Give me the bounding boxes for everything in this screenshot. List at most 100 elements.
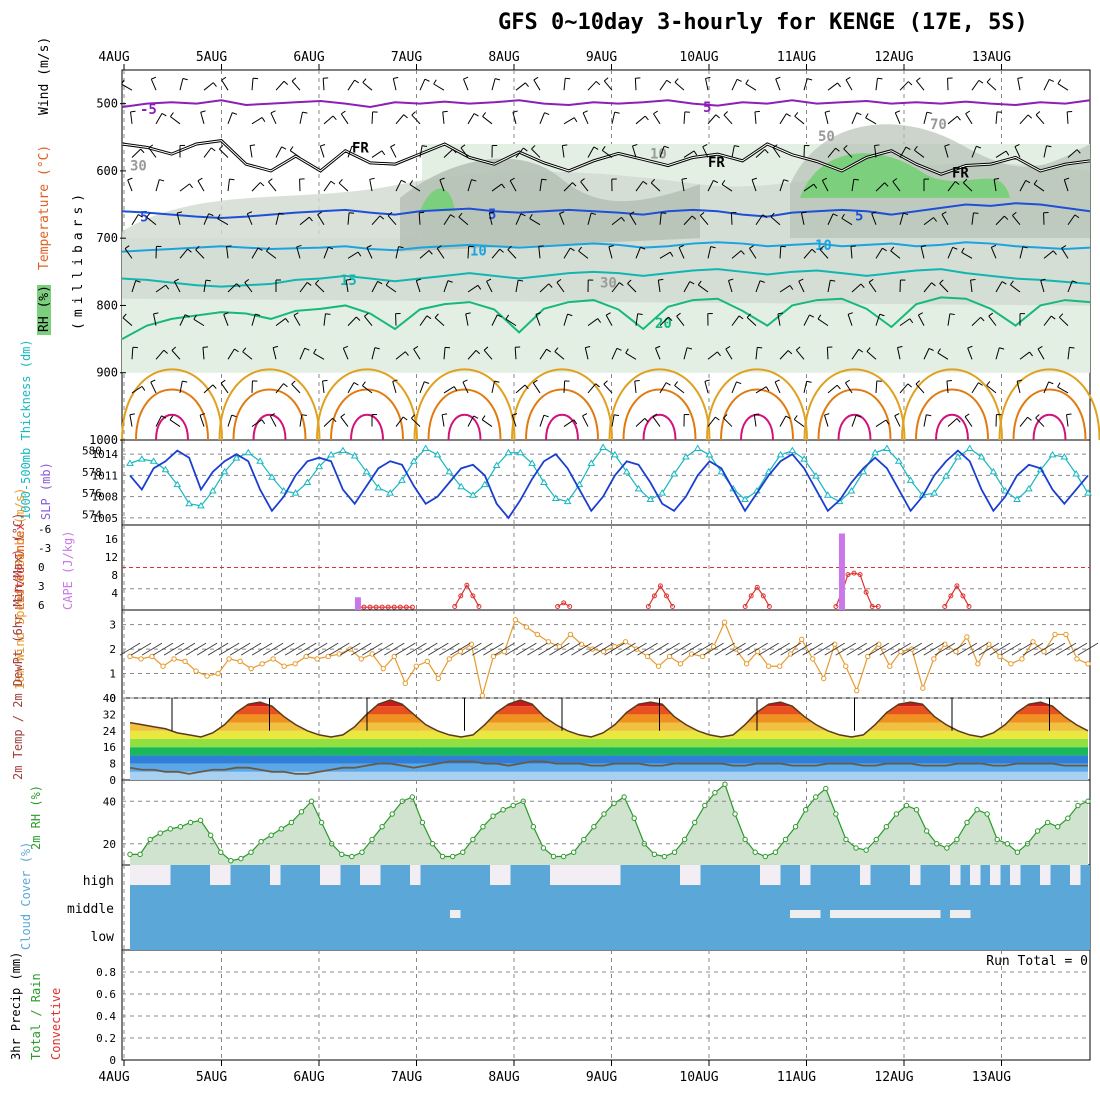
wind-barb-flag [434, 313, 439, 318]
wind-barb-flag [355, 316, 361, 321]
wind-speed-line-marker [578, 641, 585, 647]
isotherm-surface-loop [837, 413, 872, 441]
thickness-line-marker [540, 478, 548, 485]
thickness-line-marker [670, 470, 678, 477]
wind-barb-flag [961, 247, 965, 253]
isotherm-surface-loop [121, 368, 223, 441]
wind-barb-flag [208, 213, 214, 217]
wind-barb-flag [1069, 346, 1075, 349]
cloud-high-gap [600, 865, 611, 885]
wind-barb [515, 82, 526, 91]
wind-barb [971, 80, 980, 91]
wind-barb-10m [428, 642, 449, 656]
date-label-bottom: 9AUG [586, 1070, 617, 1085]
wind-barb [779, 285, 791, 293]
wind-barb [419, 250, 430, 259]
rh-marker [974, 807, 980, 813]
wind-barb-flag [613, 414, 620, 417]
wind-barb [803, 314, 810, 326]
wind-barb-flag [409, 180, 414, 185]
wind-barb [443, 148, 454, 158]
wind-barb-flag [573, 419, 578, 425]
wind-barb [251, 419, 263, 427]
wind-barb [251, 313, 256, 326]
wind-barb-flag [567, 313, 573, 317]
wind-barb [121, 83, 133, 91]
wind-speed-line-marker [226, 656, 232, 662]
thickness-line-marker [1060, 453, 1069, 460]
wind-barb-flag [130, 110, 136, 113]
lifted-index-line [647, 584, 674, 607]
wind-barb [582, 112, 589, 125]
wind-barb-flag [830, 279, 836, 282]
wind-barb-10m [196, 642, 218, 656]
precip-axis-label: 3hr Precip (mm) [9, 952, 23, 1060]
wind-barb [683, 150, 695, 158]
isotherm-surface-loop [740, 413, 774, 441]
wind-barb [299, 282, 308, 293]
wind-barb [731, 250, 742, 259]
wind-speed-line-marker [413, 663, 419, 669]
wind-barb-flag [283, 80, 289, 85]
wind-barb [371, 281, 379, 293]
wind-barb [676, 315, 685, 326]
wind-barb [779, 179, 785, 192]
rh-marker [530, 824, 537, 830]
wind-speed-line-marker [380, 665, 386, 672]
wind-barb-flag [787, 350, 793, 355]
wind-barb-10m [284, 642, 306, 656]
wind-barb-flag [956, 115, 961, 121]
wind-barb-flag [1016, 379, 1023, 382]
wind-barb [582, 415, 589, 427]
wind-barb [415, 280, 421, 293]
isotherm-surface-loop [935, 413, 969, 441]
wind-barb-flag [944, 144, 950, 147]
wind-barb [176, 212, 181, 225]
wind-barb-flag [1072, 280, 1078, 284]
wind-barb-flag [219, 145, 224, 150]
wind-barb-10m [758, 642, 779, 656]
thickness-line-marker [185, 499, 194, 507]
wind-speed-line-marker [171, 656, 177, 662]
thickness-line-marker [989, 467, 998, 475]
wind-barb-flag [428, 250, 433, 255]
rh-marker [379, 824, 385, 830]
thickness-line-marker [232, 454, 241, 461]
wind-barb-10m [163, 642, 185, 656]
wind-barb [827, 147, 836, 158]
wind-barb-flag [366, 244, 372, 248]
cloud-high-gap [220, 865, 231, 885]
wind-barb [322, 380, 325, 393]
wind-barb-flag [424, 381, 430, 384]
precip-tick-label: 0.4 [96, 1010, 116, 1023]
wind-barb [899, 81, 909, 91]
wind-barb-flag [278, 212, 284, 215]
wind-barb-10m [791, 642, 812, 656]
rh-marker [621, 794, 627, 800]
wind-barb-flag [562, 144, 568, 147]
rh-marker [772, 849, 779, 855]
wind-barb-10m [890, 642, 912, 656]
wind-barb [491, 183, 503, 192]
wind-barb [611, 282, 620, 293]
wind-barb-10m [1077, 642, 1099, 656]
wind-barb [347, 145, 353, 158]
wind-barb [1012, 215, 1021, 226]
cape-bar [354, 597, 361, 610]
wind-barb [529, 218, 541, 226]
wind-barb [914, 149, 925, 158]
wind-tick-label: 0 [109, 692, 116, 705]
thickness-line-marker [823, 491, 832, 498]
wind-barb [395, 416, 404, 427]
wind-barb [749, 248, 757, 259]
wind-barb-flag [986, 381, 991, 386]
wind-barb [1014, 146, 1021, 158]
wind-barb-10m [670, 642, 691, 656]
wind-barb [803, 381, 808, 394]
wind-barb [345, 280, 349, 293]
wind-barb [509, 180, 517, 192]
wind-barb [995, 111, 998, 124]
wind-barb-flag [650, 178, 655, 184]
wind-barb-flag [450, 214, 456, 218]
wind-barb-flag [999, 347, 1005, 350]
